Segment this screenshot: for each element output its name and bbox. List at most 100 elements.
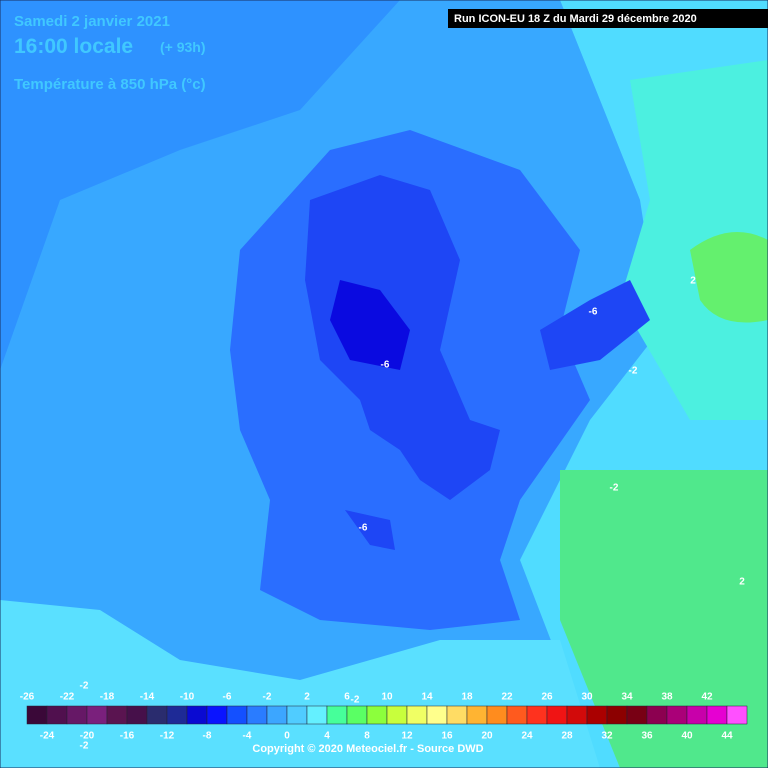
copyright: Copyright © 2020 Meteociel.fr - Source D… <box>252 743 483 755</box>
legend-swatch <box>686 705 708 725</box>
contour-label: -2 <box>80 681 89 692</box>
legend-label: 30 <box>581 692 593 703</box>
legend-label: 0 <box>284 731 290 742</box>
run-banner <box>448 9 768 28</box>
legend-label: 22 <box>501 692 513 703</box>
date: Samedi 2 janvier 2021 <box>14 13 170 30</box>
legend-swatch <box>366 705 388 725</box>
legend-label: -14 <box>140 692 155 703</box>
legend-label: -18 <box>100 692 115 703</box>
field-region <box>0 600 600 768</box>
legend-label: -10 <box>180 692 195 703</box>
contour-label: -2 <box>610 483 619 494</box>
lead-time: (+ 93h) <box>160 39 206 55</box>
legend-swatch <box>386 705 408 725</box>
legend-swatch <box>266 705 288 725</box>
legend-swatch <box>146 705 168 725</box>
contour-label: -6 <box>381 360 390 371</box>
legend-swatch <box>406 705 428 725</box>
time: 16:00 locale <box>14 35 133 58</box>
legend: -26-24-22-20-18-16-14-12-10-8-6-4-202468… <box>20 692 748 742</box>
legend-swatch <box>26 705 48 725</box>
field-region <box>690 232 768 323</box>
legend-label: 2 <box>304 692 310 703</box>
legend-swatch <box>86 705 108 725</box>
contour-label: -6 <box>359 523 368 534</box>
legend-label: 32 <box>601 731 613 742</box>
legend-swatch <box>566 705 588 725</box>
legend-swatch <box>706 705 728 725</box>
legend-swatch <box>426 705 448 725</box>
field-region <box>540 280 650 370</box>
legend-swatch <box>626 705 648 725</box>
legend-label: -6 <box>223 692 232 703</box>
field-region <box>345 510 395 550</box>
legend-swatch <box>246 705 268 725</box>
legend-label: 34 <box>621 692 633 703</box>
legend-label: 12 <box>401 731 413 742</box>
legend-label: 42 <box>701 692 713 703</box>
contour-label: -2 <box>351 695 360 706</box>
legend-swatch <box>106 705 128 725</box>
legend-label: -20 <box>80 731 95 742</box>
legend-label: 36 <box>641 731 653 742</box>
legend-swatch <box>606 705 628 725</box>
legend-swatch <box>126 705 148 725</box>
legend-label: 10 <box>381 692 393 703</box>
field-name: Température à 850 hPa (°c) <box>14 76 206 93</box>
run-info: Run ICON-EU 18 Z du Mardi 29 décembre 20… <box>454 13 697 25</box>
contour-label: 2 <box>690 276 696 287</box>
field-region <box>330 280 410 370</box>
legend-label: 16 <box>441 731 453 742</box>
legend-swatch <box>446 705 468 725</box>
legend-label: -22 <box>60 692 75 703</box>
legend-swatch <box>66 705 88 725</box>
legend-swatch <box>326 705 348 725</box>
field-region <box>0 0 400 370</box>
legend-swatch <box>546 705 568 725</box>
legend-label: 40 <box>681 731 693 742</box>
legend-label: -26 <box>20 692 35 703</box>
contour-labels: -6 -6 -6 -2 2 -2 2 -2 -2 -2 <box>80 276 746 752</box>
legend-swatch <box>166 705 188 725</box>
contour-label: 2 <box>739 577 745 588</box>
legend-swatch <box>726 705 748 725</box>
legend-swatch <box>226 705 248 725</box>
legend-swatch <box>306 705 328 725</box>
legend-label: 8 <box>364 731 370 742</box>
legend-label: 26 <box>541 692 553 703</box>
legend-swatch <box>586 705 608 725</box>
field-region <box>560 470 768 768</box>
legend-label: 18 <box>461 692 473 703</box>
legend-label: 24 <box>521 731 533 742</box>
legend-label: 38 <box>661 692 673 703</box>
legend-label: -12 <box>160 731 175 742</box>
legend-swatch <box>666 705 688 725</box>
legend-swatch <box>46 705 68 725</box>
legend-label: 4 <box>324 731 330 742</box>
legend-label: -24 <box>40 731 55 742</box>
legend-label: -4 <box>243 731 252 742</box>
legend-swatch <box>186 705 208 725</box>
legend-swatch <box>466 705 488 725</box>
legend-label: 28 <box>561 731 573 742</box>
legend-label: -8 <box>203 731 212 742</box>
legend-label: 14 <box>421 692 433 703</box>
contour-label: -2 <box>629 366 638 377</box>
legend-swatch <box>646 705 668 725</box>
legend-swatch <box>346 705 368 725</box>
legend-swatch <box>206 705 228 725</box>
legend-swatch <box>526 705 548 725</box>
legend-label: 20 <box>481 731 493 742</box>
legend-swatch <box>486 705 508 725</box>
legend-swatch <box>506 705 528 725</box>
contour-label: -2 <box>80 741 89 752</box>
contour-label: -6 <box>589 307 598 318</box>
legend-swatch <box>286 705 308 725</box>
legend-label: 44 <box>721 731 733 742</box>
field-region <box>620 60 768 420</box>
legend-label: 6 <box>344 692 350 703</box>
legend-label: -16 <box>120 731 135 742</box>
